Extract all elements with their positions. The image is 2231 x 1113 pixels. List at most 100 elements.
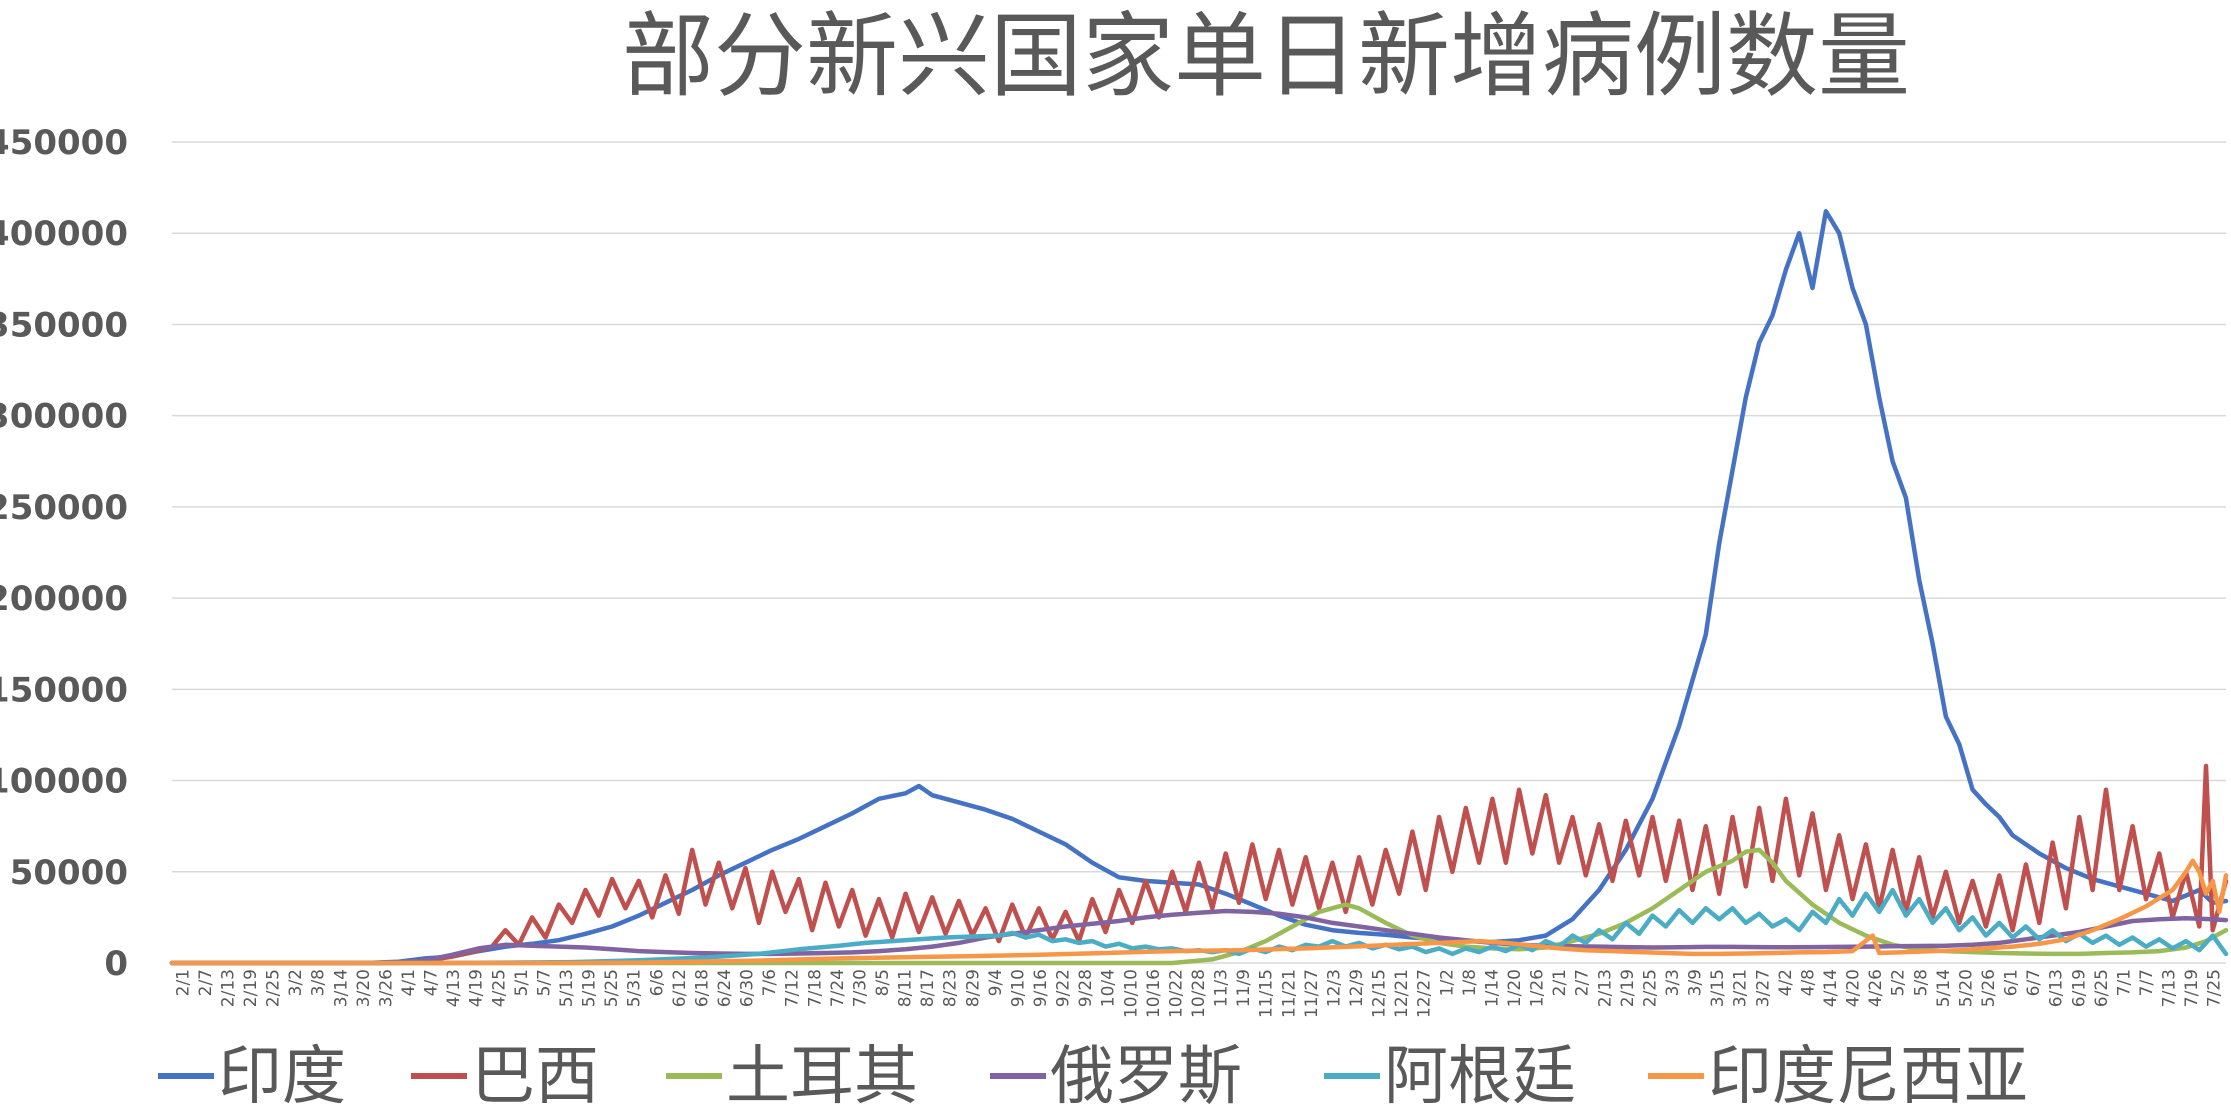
legend-label: 阿根廷 — [1384, 1040, 1576, 1113]
x-tick-label: 3/8 — [309, 969, 329, 996]
x-tick-label: 6/25 — [2092, 969, 2112, 1007]
x-tick-label: 7/13 — [2160, 969, 2180, 1007]
x-tick-label: 10/16 — [1144, 969, 1164, 1018]
x-tick-label: 4/1 — [399, 969, 419, 996]
x-tick-label: 5/26 — [1979, 969, 1999, 1007]
x-tick-label: 7/7 — [2137, 969, 2157, 996]
x-tick-label: 2/19 — [1618, 969, 1638, 1007]
x-tick-label: 3/27 — [1753, 969, 1773, 1007]
x-tick-label: 4/26 — [1866, 969, 1886, 1007]
x-tick-label: 10/4 — [1099, 969, 1119, 1007]
x-tick-label: 1/8 — [1460, 969, 1480, 996]
x-tick-label: 12/15 — [1370, 969, 1390, 1018]
x-tick-label: 11/21 — [1279, 969, 1299, 1018]
x-tick-label: 5/31 — [625, 969, 645, 1007]
x-tick-label: 2/7 — [1573, 969, 1593, 996]
legend-label: 巴西 — [471, 1040, 599, 1113]
legend-label: 印度尼西亚 — [1708, 1040, 2028, 1113]
x-tick-label: 11/3 — [1212, 969, 1232, 1007]
x-tick-label: 4/7 — [422, 969, 442, 996]
x-tick-label: 4/25 — [489, 969, 509, 1007]
x-tick-label: 5/2 — [1889, 969, 1909, 996]
legend-label: 俄罗斯 — [1050, 1040, 1242, 1113]
x-tick-label: 11/9 — [1234, 969, 1254, 1007]
x-tick-label: 4/8 — [1798, 969, 1818, 996]
x-tick-label: 12/21 — [1392, 969, 1412, 1018]
series-line — [169, 847, 2229, 966]
x-tick-label: 3/21 — [1731, 969, 1751, 1007]
y-tick-label: 450000 — [0, 123, 128, 163]
x-tick-label: 7/1 — [2114, 969, 2134, 996]
x-tick-label: 8/5 — [873, 969, 893, 996]
x-tick-label: 3/26 — [376, 969, 396, 1007]
x-tick-label: 2/25 — [1640, 969, 1660, 1007]
x-tick-label: 5/13 — [557, 969, 577, 1007]
x-tick-label: 8/17 — [918, 969, 938, 1007]
x-tick-label: 7/25 — [2205, 969, 2225, 1007]
y-axis-tick-labels: 0 50000 100000 150000 200000 250000 300000 3500… — [0, 123, 128, 984]
y-tick-label: 200000 — [0, 579, 128, 619]
x-tick-label: 2/13 — [218, 969, 238, 1007]
y-tick-label: 350000 — [0, 305, 128, 345]
x-tick-label: 12/9 — [1347, 969, 1367, 1007]
x-tick-label: 8/11 — [896, 969, 916, 1007]
x-tick-label: 3/2 — [286, 969, 306, 996]
x-tick-label: 5/7 — [534, 969, 554, 996]
x-tick-label: 2/19 — [241, 969, 261, 1007]
y-tick-label: 50000 — [10, 853, 128, 893]
x-tick-label: 10/10 — [1121, 969, 1141, 1018]
x-tick-label: 7/24 — [828, 969, 848, 1007]
x-tick-label: 4/19 — [467, 969, 487, 1007]
y-tick-label: 300000 — [0, 397, 128, 437]
chart-title: 部分新兴国家单日新增病例数量 — [622, 3, 1910, 110]
x-tick-label: 7/12 — [783, 969, 803, 1007]
y-tick-label: 0 — [104, 944, 128, 984]
x-tick-label: 3/20 — [354, 969, 374, 1007]
x-tick-label: 9/22 — [1054, 969, 1074, 1007]
x-tick-label: 12/3 — [1324, 969, 1344, 1007]
y-tick-label: 250000 — [0, 488, 128, 528]
x-tick-label: 6/24 — [715, 969, 735, 1007]
x-tick-label: 2/1 — [173, 969, 193, 996]
x-tick-label: 3/3 — [1663, 969, 1683, 996]
x-tick-label: 2/7 — [196, 969, 216, 996]
x-tick-label: 9/16 — [1031, 969, 1051, 1007]
x-tick-label: 6/7 — [2024, 969, 2044, 996]
x-tick-label: 4/20 — [1844, 969, 1864, 1007]
x-tick-label: 6/1 — [2002, 969, 2022, 996]
x-tick-label: 6/13 — [2047, 969, 2067, 1007]
y-tick-label: 100000 — [0, 762, 128, 802]
x-tick-label: 9/28 — [1076, 969, 1096, 1007]
x-tick-label: 12/27 — [1415, 969, 1435, 1018]
x-tick-label: 5/1 — [512, 969, 532, 996]
x-tick-label: 1/2 — [1437, 969, 1457, 996]
x-tick-label: 6/12 — [670, 969, 690, 1007]
x-tick-label: 4/2 — [1776, 969, 1796, 996]
x-tick-label: 2/25 — [264, 969, 284, 1007]
x-tick-label: 3/14 — [331, 969, 351, 1007]
x-tick-label: 1/14 — [1482, 969, 1502, 1007]
x-tick-label: 5/14 — [1934, 969, 1954, 1007]
x-tick-label: 2/1 — [1550, 969, 1570, 996]
x-tick-label: 8/23 — [941, 969, 961, 1007]
x-tick-label: 6/30 — [738, 969, 758, 1007]
x-tick-label: 6/6 — [647, 969, 667, 996]
x-tick-label: 7/19 — [2182, 969, 2202, 1007]
x-tick-label: 6/19 — [2069, 969, 2089, 1007]
x-tick-label: 5/20 — [1956, 969, 1976, 1007]
x-tick-label: 10/28 — [1189, 969, 1209, 1018]
x-tick-label: 4/13 — [444, 969, 464, 1007]
series-line — [169, 763, 2229, 966]
x-tick-label: 9/10 — [1008, 969, 1028, 1007]
x-tick-label: 7/18 — [805, 969, 825, 1007]
x-tick-label: 3/15 — [1708, 969, 1728, 1007]
legend-label: 印度 — [218, 1040, 346, 1113]
x-tick-label: 9/4 — [986, 969, 1006, 996]
x-tick-label: 3/9 — [1686, 969, 1706, 996]
x-tick-label: 1/26 — [1528, 969, 1548, 1007]
x-tick-label: 5/25 — [602, 969, 622, 1007]
x-tick-label: 5/8 — [1911, 969, 1931, 996]
x-axis-tick-labels: 2/1 2/7 2/13 2/19 2/25 3/2 3/8 3/14 3/20 3/26 4/1 4… — [173, 969, 2224, 1018]
x-tick-label: 8/29 — [963, 969, 983, 1007]
